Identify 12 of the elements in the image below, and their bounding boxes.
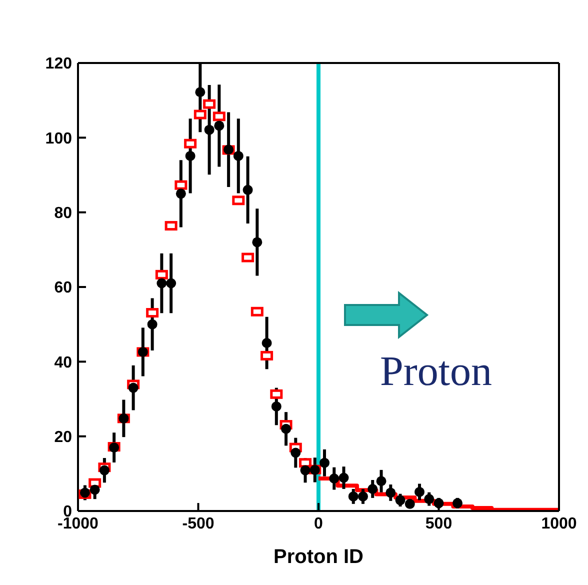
y-tick-label: 80	[54, 205, 72, 222]
y-tick-label: 120	[45, 56, 72, 73]
x-tick-label: -500	[182, 515, 214, 532]
y-tick-label: 100	[45, 130, 72, 148]
x-tick-label: 500	[425, 515, 452, 532]
y-tick-label: 40	[54, 354, 72, 372]
y-tick-label: 60	[54, 280, 72, 297]
y-tick-label: 20	[54, 429, 72, 446]
annotation: Proton	[380, 348, 492, 396]
x-tick-label: 0	[314, 515, 324, 532]
x-tick-label: 1000	[541, 515, 577, 532]
x-axis-title: Proton ID	[274, 546, 364, 568]
